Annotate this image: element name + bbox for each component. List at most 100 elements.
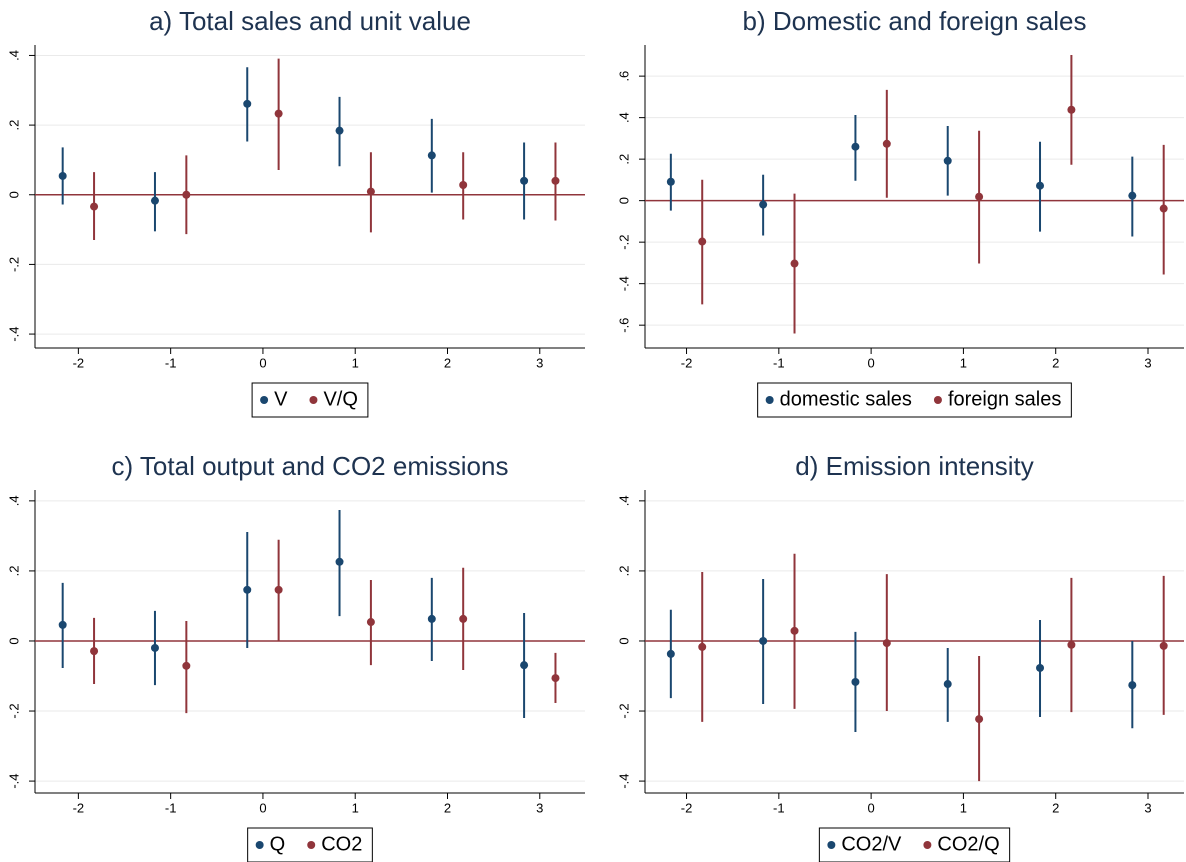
point xyxy=(150,196,159,205)
legend-box xyxy=(757,382,1072,418)
point xyxy=(182,661,191,670)
legend-label: domestic sales xyxy=(780,388,912,410)
panel: a) Total sales and unit value -.4 -.2 0 .2 .4… xyxy=(6,6,585,418)
y-tick-label: -.4 xyxy=(6,326,21,341)
y-tick-label: .4 xyxy=(6,495,21,506)
point xyxy=(851,677,860,686)
point xyxy=(366,618,375,627)
x-tick-label: -2 xyxy=(681,355,693,370)
x-tick-label: 2 xyxy=(1052,355,1059,370)
panel: c) Total output and CO2 emissions -.4 -.2 0… xyxy=(6,451,585,862)
x-tick-label: -1 xyxy=(165,800,177,815)
point xyxy=(90,647,99,656)
point xyxy=(943,156,952,165)
x-tick-label: 1 xyxy=(352,800,359,815)
legend-label: Q xyxy=(270,833,286,855)
legend-marker xyxy=(827,841,836,849)
point xyxy=(975,715,984,724)
point xyxy=(759,636,768,645)
point xyxy=(1067,105,1076,114)
y-tick-label: -.2 xyxy=(616,235,631,250)
panel: d) Emission intensity -.4 -.2 0 .2 .4 -2 -1 0 1 2 3… xyxy=(616,451,1184,862)
legend-label: CO2/V xyxy=(841,833,902,855)
point xyxy=(58,620,67,629)
legend-label: foreign sales xyxy=(948,388,1061,410)
legend-marker xyxy=(255,841,264,849)
x-tick-label: -1 xyxy=(773,355,785,370)
y-tick-label: .4 xyxy=(6,50,21,61)
legend-label: CO2 xyxy=(321,833,362,855)
point xyxy=(459,614,468,623)
point xyxy=(1036,181,1045,190)
y-tick-label: 0 xyxy=(6,191,21,198)
x-tick-label: 1 xyxy=(960,800,967,815)
y-tick-label: 0 xyxy=(616,637,631,644)
legend-marker xyxy=(765,396,774,404)
y-tick-label: .2 xyxy=(616,154,631,165)
x-tick-label: 0 xyxy=(259,800,266,815)
y-tick-label: .6 xyxy=(616,71,631,82)
x-tick-label: 2 xyxy=(444,800,451,815)
point xyxy=(243,99,252,108)
legend: CO2/V CO2/Q xyxy=(818,827,1011,862)
point xyxy=(975,192,984,201)
point xyxy=(882,639,891,648)
legend: Q CO2 xyxy=(247,827,373,862)
panel-title: c) Total output and CO2 emissions xyxy=(112,451,509,481)
point xyxy=(851,142,860,151)
panel-title: a) Total sales and unit value xyxy=(149,6,471,36)
x-tick-label: -2 xyxy=(681,800,693,815)
point xyxy=(335,557,344,566)
legend: V V/Q xyxy=(251,382,369,418)
legend-label: V/Q xyxy=(323,388,357,410)
point xyxy=(666,649,675,658)
point xyxy=(366,187,375,196)
point xyxy=(274,109,283,118)
point xyxy=(427,614,436,623)
y-tick-label: -.2 xyxy=(6,703,21,718)
legend-marker xyxy=(923,841,932,849)
legend-label: CO2/Q xyxy=(937,833,999,855)
legend: domestic sales foreign sales xyxy=(757,382,1072,418)
point xyxy=(551,674,560,683)
y-tick-label: -.2 xyxy=(616,703,631,718)
point xyxy=(1128,681,1137,690)
point xyxy=(882,139,891,148)
point xyxy=(1159,641,1168,650)
panel-title: d) Emission intensity xyxy=(795,451,1033,481)
y-tick-label: .2 xyxy=(616,565,631,576)
y-tick-label: -.6 xyxy=(616,318,631,333)
legend-marker xyxy=(309,396,318,404)
point xyxy=(182,190,191,199)
y-tick-label: -.4 xyxy=(616,774,631,789)
point xyxy=(459,181,468,190)
panel-title: b) Domestic and foreign sales xyxy=(743,6,1087,36)
point xyxy=(698,642,707,651)
x-tick-label: 0 xyxy=(868,355,875,370)
x-tick-label: 1 xyxy=(352,355,359,370)
point xyxy=(698,237,707,246)
x-tick-label: 3 xyxy=(536,355,543,370)
x-tick-label: 3 xyxy=(536,800,543,815)
point xyxy=(243,585,252,594)
x-tick-label: 3 xyxy=(1144,800,1151,815)
y-tick-label: -.4 xyxy=(6,774,21,789)
point xyxy=(1128,191,1137,200)
x-tick-label: -1 xyxy=(165,355,177,370)
point xyxy=(551,176,560,185)
y-tick-label: 0 xyxy=(616,197,631,204)
y-tick-label: .4 xyxy=(616,495,631,506)
x-tick-label: 2 xyxy=(1052,800,1059,815)
y-tick-label: .2 xyxy=(6,120,21,131)
y-tick-label: -.4 xyxy=(616,276,631,291)
point xyxy=(520,176,529,185)
point xyxy=(1067,640,1076,649)
y-tick-label: .2 xyxy=(6,565,21,576)
x-tick-label: -2 xyxy=(73,355,85,370)
legend-box xyxy=(818,827,1011,862)
point xyxy=(427,151,436,160)
panel: b) Domestic and foreign sales -.6 -.4 -.2 0.… xyxy=(616,6,1184,418)
legend-marker xyxy=(933,396,942,404)
